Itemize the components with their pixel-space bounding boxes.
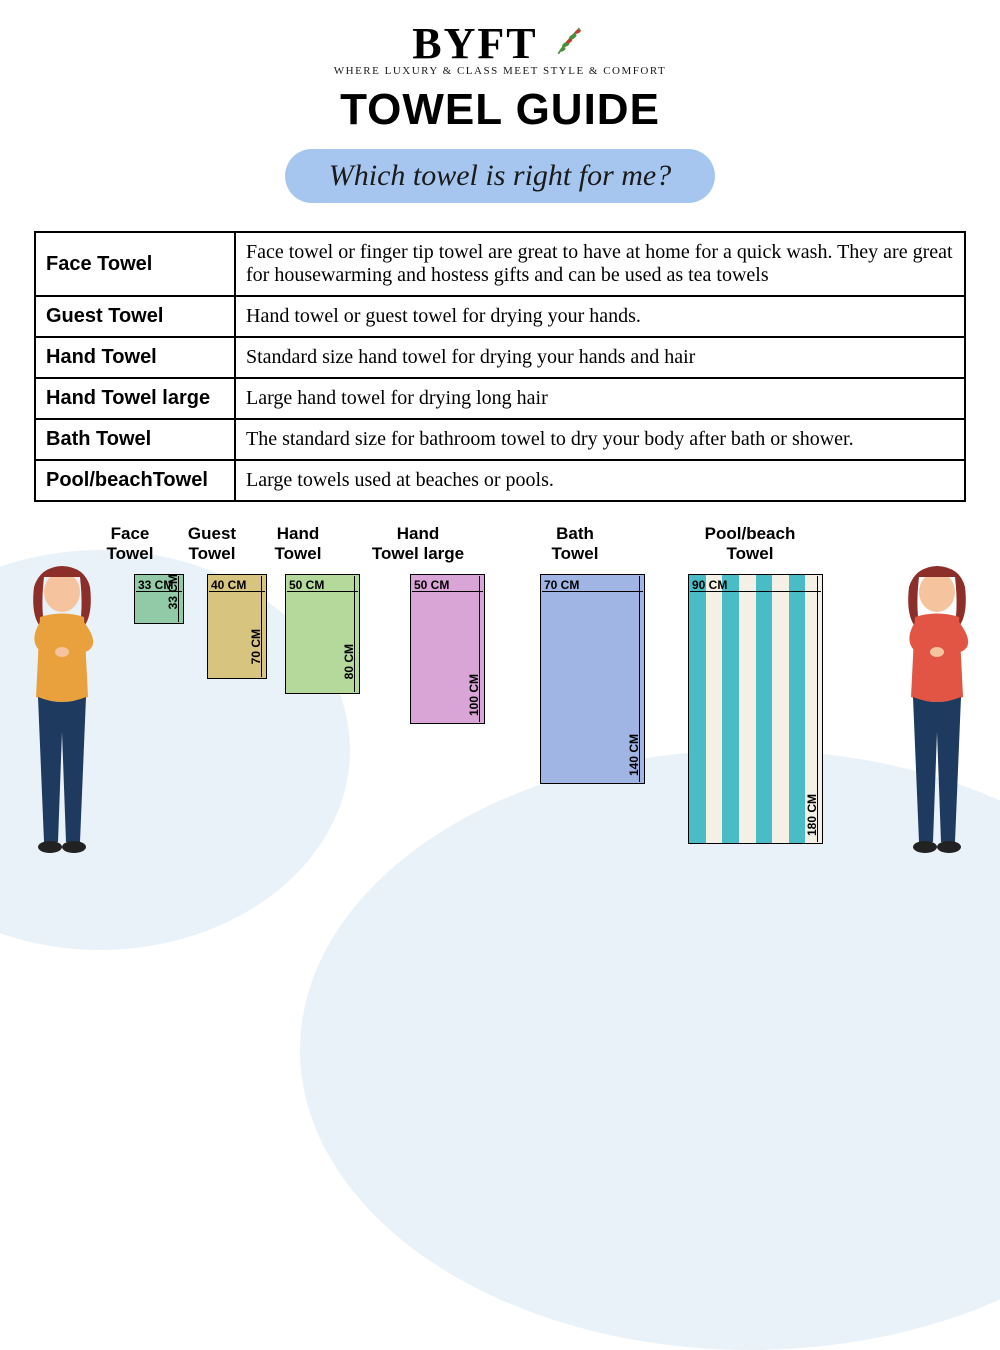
towel-type-label: Guest Towel xyxy=(35,296,235,337)
towel-chart-label: Pool/beachTowel xyxy=(700,524,800,563)
towel-type-label: Face Towel xyxy=(35,232,235,296)
dimension-line xyxy=(542,591,643,592)
towel-type-description: Hand towel or guest towel for drying you… xyxy=(235,296,965,337)
table-row: Bath TowelThe standard size for bathroom… xyxy=(35,419,965,460)
towel-size-chart: FaceTowel33 CM33 CMGuestTowel40 CM70 CMH… xyxy=(0,512,1000,912)
header: BYFT WHERE LUXURY & CLASS MEET STYLE & C… xyxy=(0,0,1000,77)
towel-type-label: Hand Towel large xyxy=(35,378,235,419)
towel-type-description: The standard size for bathroom towel to … xyxy=(235,419,965,460)
towel-type-label: Bath Towel xyxy=(35,419,235,460)
dimension-line xyxy=(178,576,179,622)
towel-size-box xyxy=(688,574,823,844)
towel-type-description: Large hand towel for drying long hair xyxy=(235,378,965,419)
towel-chart-label: BathTowel xyxy=(525,524,625,563)
person-right-illustration xyxy=(885,562,990,862)
towel-type-label: Hand Towel xyxy=(35,337,235,378)
dimension-line xyxy=(479,576,480,722)
towel-chart-label: GuestTowel xyxy=(162,524,262,563)
towel-table: Face TowelFace towel or finger tip towel… xyxy=(34,231,966,502)
towel-type-description: Large towels used at beaches or pools. xyxy=(235,460,965,501)
brand-logo: BYFT xyxy=(412,18,588,69)
dimension-line xyxy=(354,576,355,692)
dimension-line xyxy=(209,591,265,592)
dimension-line xyxy=(412,591,483,592)
dimension-line xyxy=(817,576,818,842)
towel-chart-label: HandTowel large xyxy=(368,524,468,563)
towel-width-dimension: 90 CM xyxy=(692,578,727,592)
towel-width-dimension: 70 CM xyxy=(544,578,579,592)
table-row: Hand Towel largeLarge hand towel for dry… xyxy=(35,378,965,419)
page-title: TOWEL GUIDE xyxy=(0,85,1000,135)
towel-type-label: Pool/beachTowel xyxy=(35,460,235,501)
dimension-line xyxy=(261,576,262,677)
towel-type-description: Face towel or finger tip towel are great… xyxy=(235,232,965,296)
towel-type-description: Standard size hand towel for drying your… xyxy=(235,337,965,378)
dimension-line xyxy=(690,591,821,592)
towel-width-dimension: 50 CM xyxy=(414,578,449,592)
table-row: Pool/beachTowelLarge towels used at beac… xyxy=(35,460,965,501)
table-row: Hand TowelStandard size hand towel for d… xyxy=(35,337,965,378)
person-left-illustration xyxy=(10,562,115,862)
brand-name: BYFT xyxy=(412,19,537,68)
table-row: Face TowelFace towel or finger tip towel… xyxy=(35,232,965,296)
towel-width-dimension: 40 CM xyxy=(211,578,246,592)
dimension-line xyxy=(639,576,640,782)
towel-chart-label: HandTowel xyxy=(248,524,348,563)
towel-width-dimension: 50 CM xyxy=(289,578,324,592)
dimension-line xyxy=(287,591,358,592)
leaf-icon xyxy=(554,18,588,52)
subtitle-pill: Which towel is right for me? xyxy=(285,149,715,203)
table-row: Guest TowelHand towel or guest towel for… xyxy=(35,296,965,337)
